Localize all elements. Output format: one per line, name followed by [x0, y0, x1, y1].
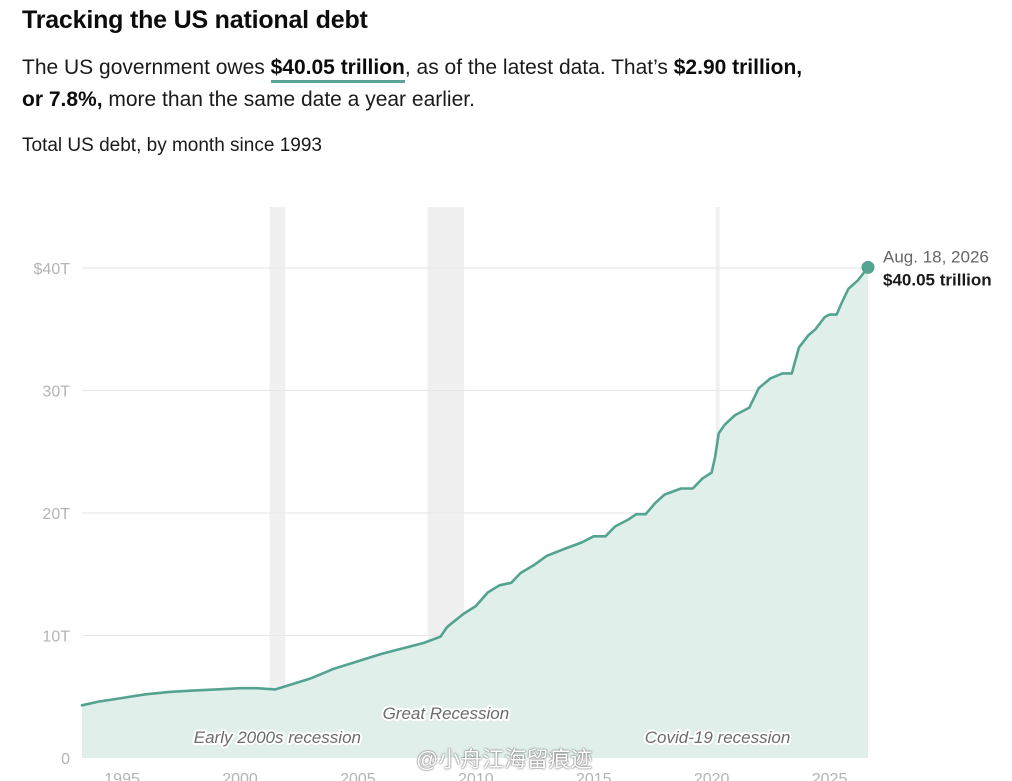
- x-tick-label-0: 1995: [104, 771, 140, 781]
- watermark: @小舟江海留痕迹: [416, 747, 593, 772]
- y-tick-label-2: 20T: [42, 506, 70, 523]
- latest-value-annotation: Aug. 18, 2026 $40.05 trillion: [861, 247, 992, 289]
- debt-amount-highlight: $40.05 trillion: [270, 56, 405, 83]
- latest-value-marker: [861, 260, 875, 274]
- chart-title: Total US debt, by month since 1993: [22, 135, 322, 156]
- x-tick-label-5: 2020: [694, 771, 730, 781]
- recession-label-1: Great Recession: [383, 704, 510, 723]
- summary-middle: , as of the latest data. That’s: [404, 56, 674, 79]
- y-tick-label-4: $40T: [34, 261, 71, 278]
- debt-change-highlight: $2.90 trillion, or 7.8%,: [22, 56, 803, 111]
- y-tick-label-3: 30T: [42, 384, 70, 401]
- x-tick-label-3: 2010: [458, 771, 494, 781]
- recession-labels: Early 2000s recession Great Recession Covi…: [192, 702, 793, 749]
- x-tick-label-2: 2005: [340, 771, 376, 781]
- x-tick-label-4: 2015: [576, 771, 612, 781]
- x-tick-label-1: 2000: [222, 771, 258, 781]
- x-tick-label-6: 2025: [812, 771, 848, 781]
- debt-line: [80, 266, 870, 707]
- debt-summary: The US government owes $40.05 trillion, …: [22, 52, 822, 116]
- debt-area-fill: [82, 267, 868, 758]
- y-axis: 0 10T 20T 30T $40T: [34, 261, 71, 768]
- recession-label-2: Covid-19 recession: [645, 728, 791, 747]
- y-tick-label-1: 10T: [42, 629, 70, 646]
- recession-label-0: Early 2000s recession: [194, 728, 361, 747]
- summary-prefix: The US government owes: [22, 56, 271, 79]
- x-axis: 1995 2000 2005 2010 2015 2020 2025: [104, 771, 847, 781]
- latest-value-label: $40.05 trillion: [883, 270, 992, 289]
- summary-suffix: more than the same date a year earlier.: [102, 88, 475, 111]
- y-tick-label-0: 0: [61, 751, 70, 768]
- debt-area: [80, 266, 870, 758]
- latest-date-label: Aug. 18, 2026: [883, 247, 989, 266]
- page-title: Tracking the US national debt: [22, 6, 368, 34]
- recession-band-0: [269, 207, 286, 758]
